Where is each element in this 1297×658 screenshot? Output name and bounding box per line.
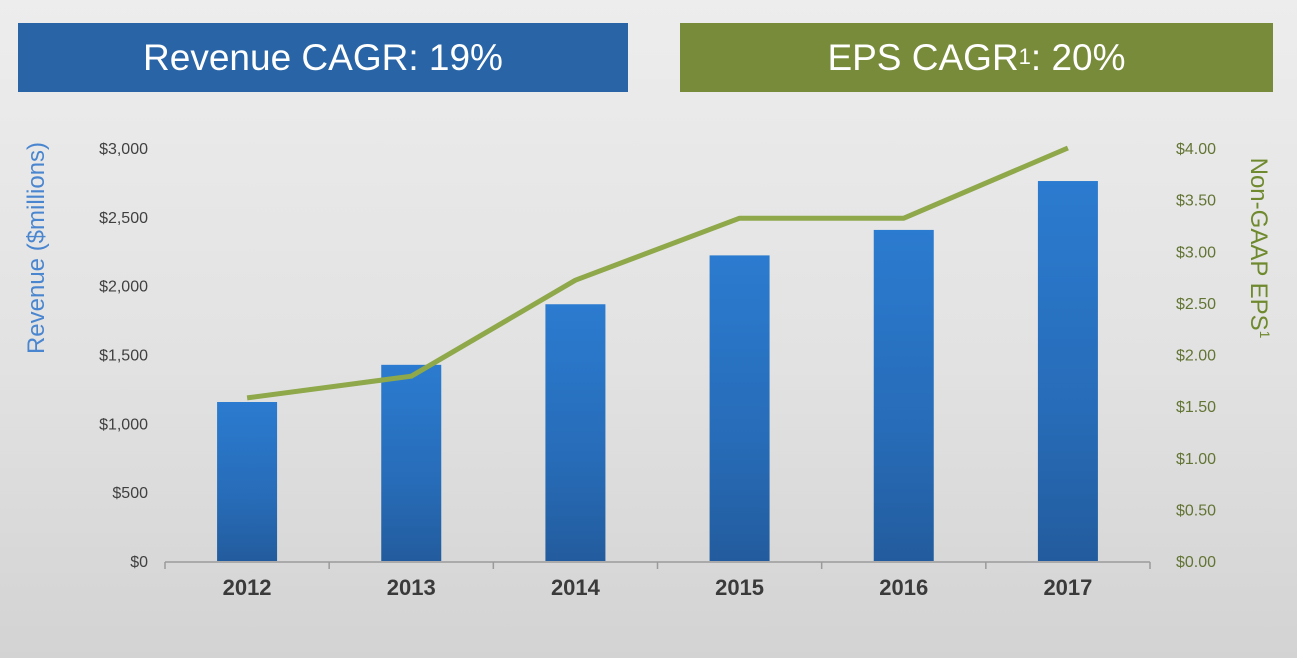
right-tick-label: $4.00 [1176,141,1216,158]
eps-line [246,145,1069,401]
right-tick-label: $0.00 [1176,554,1216,571]
eps-cagr-text: EPS CAGR1: 20% [827,36,1126,78]
revenue-bar-2017 [1037,181,1098,562]
left-axis-label: Revenue ($millions) [23,142,50,354]
x-tick-label-2014: 2014 [551,575,601,600]
x-axis-ticks: 2012 2013 2014 2015 2016 2017 [164,562,1151,600]
revenue-cagr-banner: Revenue CAGR: 19% [18,23,628,92]
right-axis-label-footnote: 1 [1257,331,1273,339]
right-tick-label: $1.00 [1176,451,1216,468]
left-tick-label: $0 [130,554,148,571]
revenue-bar-2013 [381,364,442,561]
eps-cagr-footnote: 1 [1018,43,1031,69]
x-tick-label-2016: 2016 [879,575,928,600]
right-tick-label: $1.50 [1176,399,1216,416]
left-axis-ticks: $0 $500 $1,000 $1,500 $2,000 $2,500 $3,000 [99,141,148,571]
right-tick-label: $3.00 [1176,244,1216,261]
x-tick-label-2013: 2013 [387,575,436,600]
left-tick-label: $2,000 [99,279,148,296]
left-tick-label: $1,500 [99,348,148,365]
eps-cagr-banner: EPS CAGR1: 20% [680,23,1273,92]
right-tick-label: $2.00 [1176,348,1216,365]
right-axis-ticks: $0.00 $0.50 $1.00 $1.50 $2.00 $2.50 $3.00 $3.50… [1176,141,1216,571]
x-tick-label-2015: 2015 [715,575,764,600]
revenue-bar-2014 [545,304,606,561]
x-tick-label-2017: 2017 [1043,575,1092,600]
revenue-bar-2015 [709,255,770,561]
revenue-cagr-text: Revenue CAGR: 19% [143,36,503,78]
revenue-bars [217,181,1098,562]
right-axis-label: Non-GAAP EPS1 [1245,158,1273,339]
right-tick-label: $0.50 [1176,502,1216,519]
x-tick-label-2012: 2012 [223,575,272,600]
left-tick-label: $500 [112,485,148,502]
revenue-bar-2012 [217,401,278,561]
right-tick-label: $2.50 [1176,296,1216,313]
left-tick-label: $3,000 [99,141,148,158]
right-tick-label: $3.50 [1176,193,1216,210]
left-tick-label: $1,000 [99,416,148,433]
revenue-bar-2016 [873,229,934,561]
left-tick-label: $2,500 [99,210,148,227]
